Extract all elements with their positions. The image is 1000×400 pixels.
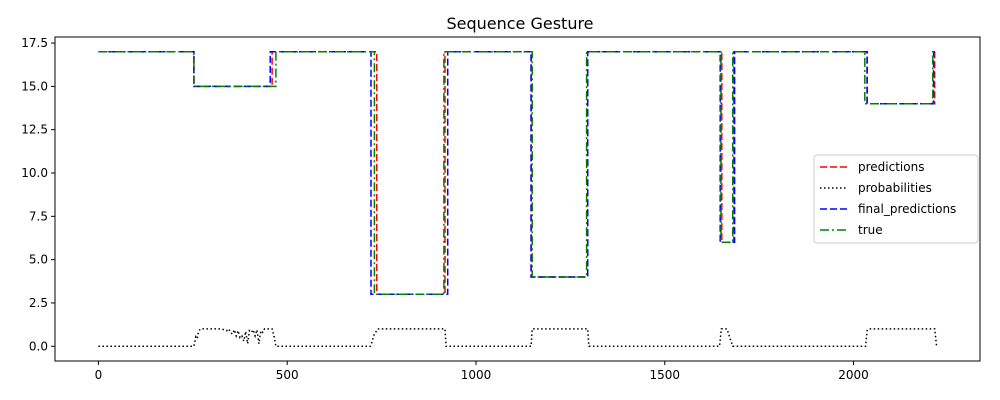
- y-tick-label: 7.5: [29, 209, 48, 223]
- series-line-probabilities: [98, 327, 938, 348]
- x-tick-label: 1500: [649, 368, 680, 382]
- plot-frame: [54, 36, 981, 362]
- legend: predictions probabilities final_prediction…: [813, 154, 979, 244]
- legend-label-probabilities: probabilities: [858, 181, 932, 195]
- y-tick-label: 0.0: [29, 339, 48, 353]
- x-tick-label: 0: [95, 368, 103, 382]
- legend-label-true: true: [858, 223, 883, 237]
- x-tick-label: 2000: [838, 368, 869, 382]
- y-tick-label: 5.0: [29, 253, 48, 267]
- y-tick-label: 2.5: [29, 296, 48, 310]
- series-line-true: [98, 50, 937, 296]
- y-tick-label: 10.0: [21, 166, 48, 180]
- x-tick-label: 1000: [461, 368, 492, 382]
- chart-title: Sequence Gesture: [446, 14, 593, 33]
- y-tick-label: 17.5: [21, 36, 48, 50]
- series-line-predictions: [98, 50, 937, 296]
- legend-label-final-predictions: final_predictions: [858, 202, 956, 216]
- y-tick-label: 15.0: [21, 79, 48, 93]
- legend-label-predictions: predictions: [858, 160, 924, 174]
- x-tick-label: 500: [276, 368, 299, 382]
- legend-box: [813, 154, 979, 244]
- y-tick-label: 12.5: [21, 123, 48, 137]
- series-line-final-predictions: [98, 50, 937, 296]
